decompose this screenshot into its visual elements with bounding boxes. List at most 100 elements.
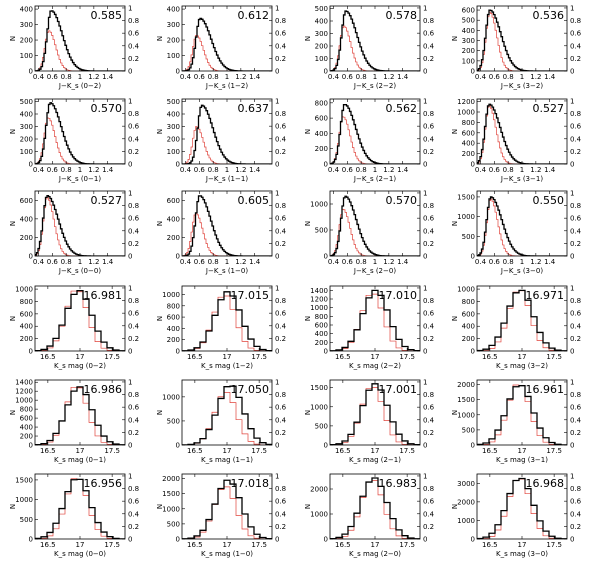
observed-histogram-p23	[477, 196, 567, 256]
right-tick-label-p51-4: 0.8	[275, 485, 286, 493]
y-tick-label-p00-3: 300	[20, 21, 33, 29]
x-tick-label-p03-4: 1.2	[530, 73, 541, 81]
y-tick-label-p42-3: 1500	[310, 384, 328, 392]
y-tick-label-p43-2: 1000	[457, 411, 475, 419]
mean-value-p03: 0.536	[533, 9, 565, 22]
panel-p31: 16.5 17 17.5 0 200 400 600 800 1000 0 0.2 0.4 0.6 0.8…	[156, 284, 287, 370]
right-tick-label-p20-4: 0.8	[128, 202, 139, 210]
observed-histogram-p32	[330, 289, 420, 351]
y-axis-label-p02: N	[304, 36, 312, 41]
x-tick-label-p23-4: 1.2	[530, 258, 541, 266]
x-axis-label-p22: J−K_s (2−0)	[353, 267, 396, 275]
mean-value-p42: 17.001	[379, 383, 418, 396]
y-tick-label-p02-0: 0	[324, 68, 328, 76]
right-tick-label-p10-5: 1	[128, 97, 132, 105]
right-tick-label-p01-1: 0.2	[275, 55, 286, 63]
panel-p23: 0.4 0.6 0.8 1 1.2 1.405001000150000.20.40.60.…	[451, 189, 582, 275]
x-tick-label-p01-5: 1.4	[249, 73, 261, 81]
observed-histogram-p30	[35, 289, 125, 351]
right-tick-label-p30-4: 0.8	[128, 297, 139, 305]
y-tick-label-p10-3: 300	[20, 123, 33, 131]
right-tick-label-p01-2: 0.4	[275, 42, 287, 50]
y-tick-label-p32-6: 1200	[310, 296, 328, 304]
right-tick-label-p41-5: 1	[275, 378, 279, 386]
right-tick-label-p53-0: 0	[570, 536, 574, 544]
x-tick-label-p00-0: 0.4	[33, 73, 45, 81]
right-tick-label-p53-5: 1	[570, 472, 574, 480]
right-tick-label-p31-4: 0.8	[275, 297, 286, 305]
right-tick-label-p42-1: 0.2	[423, 429, 434, 437]
x-tick-label-p13-0: 0.4	[475, 166, 487, 174]
panel-p10: 0.4 0.6 0.8 1 1.2 1.4010020030040050000.20.40…	[9, 97, 140, 183]
right-tick-label-p32-4: 0.8	[423, 297, 434, 305]
x-axis-label-p10: J−K_s (0−1)	[58, 175, 101, 183]
right-tick-label-p10-3: 0.6	[128, 123, 140, 131]
x-tick-label-p31-0: 16.5	[187, 353, 203, 361]
x-tick-label-p51-2: 17.5	[251, 541, 267, 549]
y-axis-label-p43: N	[451, 410, 459, 415]
panel-p13: 0.4 0.6 0.8 1 1.2 1.402004006008001000120000.…	[451, 97, 582, 183]
right-tick-label-p11-3: 0.6	[275, 123, 287, 131]
x-tick-label-p03-5: 1.4	[544, 73, 556, 81]
right-tick-label-p51-3: 0.6	[275, 498, 287, 506]
right-tick-label-p23-2: 0.4	[570, 227, 582, 235]
y-tick-label-p33-0: 0	[471, 348, 475, 356]
right-tick-label-p13-4: 0.8	[570, 110, 581, 118]
x-tick-label-p23-2: 0.8	[503, 258, 514, 266]
y-tick-label-p51-3: 1500	[162, 490, 180, 498]
right-tick-label-p03-0: 0	[570, 68, 574, 76]
y-tick-label-p53-2: 2000	[457, 498, 475, 506]
right-tick-label-p31-2: 0.4	[275, 322, 287, 330]
right-tick-label-p52-2: 0.4	[423, 510, 435, 518]
x-axis-label-p43: K_s mag (3−1)	[496, 456, 548, 464]
y-tick-label-p11-0: 0	[176, 161, 180, 169]
y-axis-label-p32: N	[304, 316, 312, 321]
observed-histogram-p53	[477, 477, 567, 539]
right-tick-label-p12-5: 1	[423, 97, 427, 105]
right-tick-label-p12-4: 0.8	[423, 110, 434, 118]
model-histogram-p02	[330, 25, 420, 71]
mean-value-p20: 0.527	[91, 194, 123, 207]
x-axis-label-p53: K_s mag (3−0)	[496, 550, 548, 558]
right-tick-label-p52-5: 1	[423, 472, 427, 480]
panel-p02: 0.4 0.6 0.8 1 1.2 1.4010020030040050000.20.40…	[304, 4, 435, 90]
mean-value-p31: 17.015	[231, 289, 270, 302]
x-tick-label-p40-0: 16.5	[40, 447, 56, 455]
right-tick-label-p52-1: 0.2	[423, 523, 434, 531]
y-axis-label-p21: N	[156, 221, 164, 226]
x-tick-label-p22-1: 0.6	[342, 258, 354, 266]
right-tick-label-p22-3: 0.6	[423, 215, 435, 223]
y-axis-label-p42: N	[304, 410, 312, 415]
right-tick-label-p00-2: 0.4	[128, 42, 140, 50]
y-tick-label-p23-1: 500	[462, 233, 475, 241]
y-axis-label-p01: N	[156, 36, 164, 41]
panel-p53: 16.5 17 17.5 0 1000 2000 3000 0 0.2 0.4 0.6 0.8 1 N K_…	[451, 472, 582, 558]
y-axis-label-p30: N	[9, 316, 17, 321]
right-tick-label-p30-0: 0	[128, 348, 132, 356]
model-histogram-p22	[330, 209, 420, 256]
x-tick-label-p21-3: 1	[225, 258, 229, 266]
right-tick-label-p41-4: 0.8	[275, 391, 286, 399]
y-tick-label-p12-4: 800	[315, 99, 328, 107]
right-tick-label-p20-1: 0.2	[128, 240, 139, 248]
x-tick-label-p20-4: 1.2	[88, 258, 99, 266]
y-tick-label-p01-4: 400	[167, 6, 180, 14]
y-tick-label-p33-3: 600	[462, 310, 475, 318]
right-tick-label-p33-2: 0.4	[570, 322, 582, 330]
x-axis-label-p23: J−K_s (3−0)	[500, 267, 543, 275]
mean-value-p10: 0.570	[91, 102, 123, 115]
x-axis-label-p32: K_s mag (2−2)	[349, 362, 401, 370]
y-tick-label-p21-1: 200	[167, 234, 180, 242]
model-histogram-p12	[330, 116, 420, 164]
x-tick-label-p12-2: 0.8	[356, 166, 367, 174]
panel-p21: 0.4 0.6 0.8 1 1.2 1.4020040060000.20.40.60.81…	[156, 189, 287, 275]
y-tick-label-p50-0: 0	[29, 536, 33, 544]
right-tick-label-p10-2: 0.4	[128, 135, 140, 143]
x-tick-label-p22-0: 0.4	[328, 258, 340, 266]
model-histogram-p01	[182, 35, 272, 71]
y-tick-label-p20-1: 200	[20, 234, 33, 242]
right-tick-label-p41-0: 0	[275, 442, 279, 450]
right-tick-label-p02-1: 0.2	[423, 55, 434, 63]
y-tick-label-p23-3: 1500	[457, 193, 475, 201]
model-histogram-p30	[35, 290, 125, 351]
